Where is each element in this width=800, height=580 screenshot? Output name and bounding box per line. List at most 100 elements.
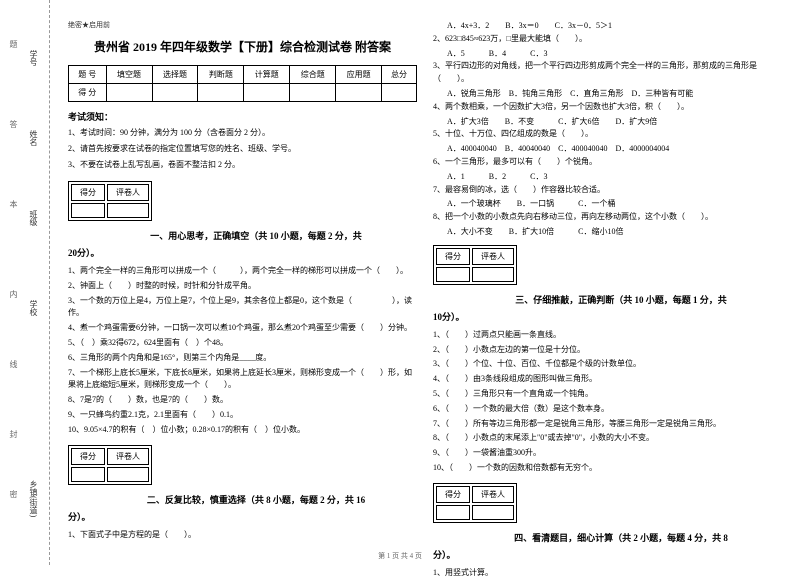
- score-cell[interactable]: [106, 84, 152, 102]
- q2-5-opts: A．400040040 B．40040040 C．400040040 D．400…: [433, 143, 782, 156]
- margin-char: 答: [8, 120, 19, 128]
- q2-4-opts: A．扩大3倍 B．不变 C．扩大6倍 D．扩大9倍: [433, 116, 782, 129]
- q3-10: 10、（ ）一个数的因数和倍数都有无穷个。: [433, 462, 782, 475]
- q2-4: 4、两个数相乘，一个因数扩大3倍，另一个因数也扩大3倍，积（ ）。: [433, 101, 782, 114]
- q2-2-opts: A．5 B．4 C．3: [433, 48, 782, 61]
- box-reviewer: 评卷人: [107, 448, 149, 465]
- th: 填空题: [106, 66, 152, 84]
- th: 应用题: [336, 66, 382, 84]
- box-reviewer: 评卷人: [472, 248, 514, 265]
- q1-2: 2、钟面上（ ）时整的时候，时针和分针成平角。: [68, 280, 417, 293]
- th: 计算题: [244, 66, 290, 84]
- q3-8: 8、（ ）小数点的末尾添上"0"或去掉"0"，小数的大小不变。: [433, 432, 782, 445]
- margin-char: 题: [8, 40, 19, 48]
- q2-7: 7、最容易倒的冰，选（ ）作容器比较合适。: [433, 184, 782, 197]
- box-cell[interactable]: [107, 203, 149, 218]
- th: 总分: [382, 66, 417, 84]
- q4-1: 1、用竖式计算。: [433, 567, 782, 580]
- left-column: 绝密★启用前 贵州省 2019 年四年级数学【下册】综合检测试卷 附答案 题 号…: [60, 20, 425, 555]
- margin-label-town: 乡镇(街道): [28, 480, 39, 517]
- q1-10: 10、9.05×4.7的积有（ ）位小数；0.28×0.17的积有（ ）位小数。: [68, 424, 417, 437]
- score-cell[interactable]: [152, 84, 198, 102]
- box-cell[interactable]: [71, 467, 105, 482]
- margin-label-class: 班级: [28, 210, 39, 226]
- margin-char: 内: [8, 290, 19, 298]
- q3-1: 1、（ ）过两点只能画一条直线。: [433, 329, 782, 342]
- q2-6: 6、一个三角形，最多可以有（ ）个锐角。: [433, 156, 782, 169]
- margin-char: 本: [8, 200, 19, 208]
- box-score: 得分: [436, 486, 470, 503]
- score-cell[interactable]: [382, 84, 417, 102]
- margin-char: 封: [8, 430, 19, 438]
- box-cell[interactable]: [71, 203, 105, 218]
- exam-title: 贵州省 2019 年四年级数学【下册】综合检测试卷 附答案: [68, 38, 417, 55]
- box-cell[interactable]: [107, 467, 149, 482]
- q1-1: 1、两个完全一样的三角形可以拼成一个（ ），两个完全一样的梯形可以拼成一个（ ）…: [68, 265, 417, 278]
- grade-box: 得分评卷人: [433, 483, 517, 523]
- box-score: 得分: [71, 448, 105, 465]
- box-reviewer: 评卷人: [107, 184, 149, 201]
- q3-9: 9、（ ）一袋酱油重300升。: [433, 447, 782, 460]
- q3-4: 4、（ ）由3条线段组成的图形叫做三角形。: [433, 373, 782, 386]
- q3-2: 2、（ ）小数点左边的第一位是十分位。: [433, 344, 782, 357]
- score-cell[interactable]: [336, 84, 382, 102]
- score-cell[interactable]: [244, 84, 290, 102]
- secret-label: 绝密★启用前: [68, 20, 417, 30]
- q2-8-opts: A．大小不变 B．扩大10倍 C．缩小10倍: [433, 226, 782, 239]
- q2-1-opts: A．4x+3．2 B．3x＝0 C．3x－0．5＞1: [433, 20, 782, 33]
- q2-7-opts: A．一个玻璃杯 B．一口锅 C．一个桶: [433, 198, 782, 211]
- box-cell[interactable]: [472, 505, 514, 520]
- section-3-title: 三、仔细推敲，正确判断（共 10 小题，每题 1 分，共: [433, 293, 782, 306]
- margin-label-id: 学号: [28, 50, 39, 66]
- q2-3-opts: A．锐角三角形 B．钝角三角形 C．直角三角形 D．三种皆有可能: [433, 88, 782, 101]
- th: 题 号: [69, 66, 107, 84]
- q1-5: 5、（ ）乘32得672，624里面有（ ）个48。: [68, 337, 417, 350]
- right-column: A．4x+3．2 B．3x＝0 C．3x－0．5＞1 2、623□845≈623…: [425, 20, 790, 555]
- section-2-cont: 分）。: [68, 510, 417, 523]
- q3-3: 3、（ ）个位、十位、百位、千位都是个级的计数单位。: [433, 358, 782, 371]
- margin-label-school: 学校: [28, 300, 39, 316]
- box-score: 得分: [436, 248, 470, 265]
- score-cell[interactable]: [290, 84, 336, 102]
- score-label: 得 分: [69, 84, 107, 102]
- section-1-cont: 20分）。: [68, 246, 417, 259]
- score-table: 题 号 填空题 选择题 判断题 计算题 综合题 应用题 总分 得 分: [68, 65, 417, 102]
- notice-item: 3、不要在试卷上乱写乱画，卷面不整洁扣 2 分。: [68, 159, 417, 171]
- q2-1: 1、下面式子中是方程的是（ ）。: [68, 529, 417, 542]
- q3-6: 6、（ ）一个数的最大倍（数）是这个数本身。: [433, 403, 782, 416]
- q3-7: 7、（ ）所有等边三角形都一定是锐角三角形，等腰三角形一定是锐角三角形。: [433, 418, 782, 431]
- q2-6-opts: A．1 B．2 C．3: [433, 171, 782, 184]
- notice-title: 考试须知：: [68, 110, 417, 123]
- margin-label-name: 姓名: [28, 130, 39, 146]
- box-cell[interactable]: [436, 505, 470, 520]
- box-cell[interactable]: [472, 267, 514, 282]
- th: 综合题: [290, 66, 336, 84]
- box-cell[interactable]: [436, 267, 470, 282]
- q1-8: 8、7是7的（ ）数，也是7的（ ）数。: [68, 394, 417, 407]
- margin-char: 密: [8, 490, 19, 498]
- q1-6: 6、三角形的两个内角和是165°，则第三个内角是____度。: [68, 352, 417, 365]
- grade-box: 得分评卷人: [68, 181, 152, 221]
- notice-item: 1、考试时间：90 分钟，满分为 100 分（含卷面分 2 分）。: [68, 127, 417, 139]
- content-area: 绝密★启用前 贵州省 2019 年四年级数学【下册】综合检测试卷 附答案 题 号…: [50, 0, 800, 565]
- section-1-title: 一、用心思考，正确填空（共 10 小题，每题 2 分，共: [68, 229, 417, 242]
- score-cell[interactable]: [198, 84, 244, 102]
- q1-9: 9、一只蜂鸟约重2.1克，2.1里面有（ ）0.1。: [68, 409, 417, 422]
- q2-5: 5、十位、十万位、四亿组成的数是（ ）。: [433, 128, 782, 141]
- th: 选择题: [152, 66, 198, 84]
- section-3-cont: 10分）。: [433, 310, 782, 323]
- q2-2: 2、623□845≈623万，□里最大能填（ ）。: [433, 33, 782, 46]
- q2-8: 8、把一个小数的小数点先向右移动三位，再向左移动两位，这个小数（ ）。: [433, 211, 782, 224]
- section-4-title: 四、看清题目，细心计算（共 2 小题，每题 4 分，共 8: [433, 531, 782, 544]
- q3-5: 5、（ ）三角形只有一个直角或一个钝角。: [433, 388, 782, 401]
- box-reviewer: 评卷人: [472, 486, 514, 503]
- grade-box: 得分评卷人: [68, 445, 152, 485]
- th: 判断题: [198, 66, 244, 84]
- binding-margin: 学号 姓名 班级 学校 乡镇(街道) 题 答 本 内 线 封 密: [0, 0, 50, 565]
- q1-3: 3、一个数的万位上是4，万位上是7，个位上是9，其余各位上都是0，这个数是（ ）…: [68, 295, 417, 321]
- box-score: 得分: [71, 184, 105, 201]
- section-2-title: 二、反复比较，慎重选择（共 8 小题，每题 2 分，共 16: [68, 493, 417, 506]
- page-footer: 第 1 页 共 4 页: [0, 551, 800, 561]
- grade-box: 得分评卷人: [433, 245, 517, 285]
- margin-char: 线: [8, 360, 19, 368]
